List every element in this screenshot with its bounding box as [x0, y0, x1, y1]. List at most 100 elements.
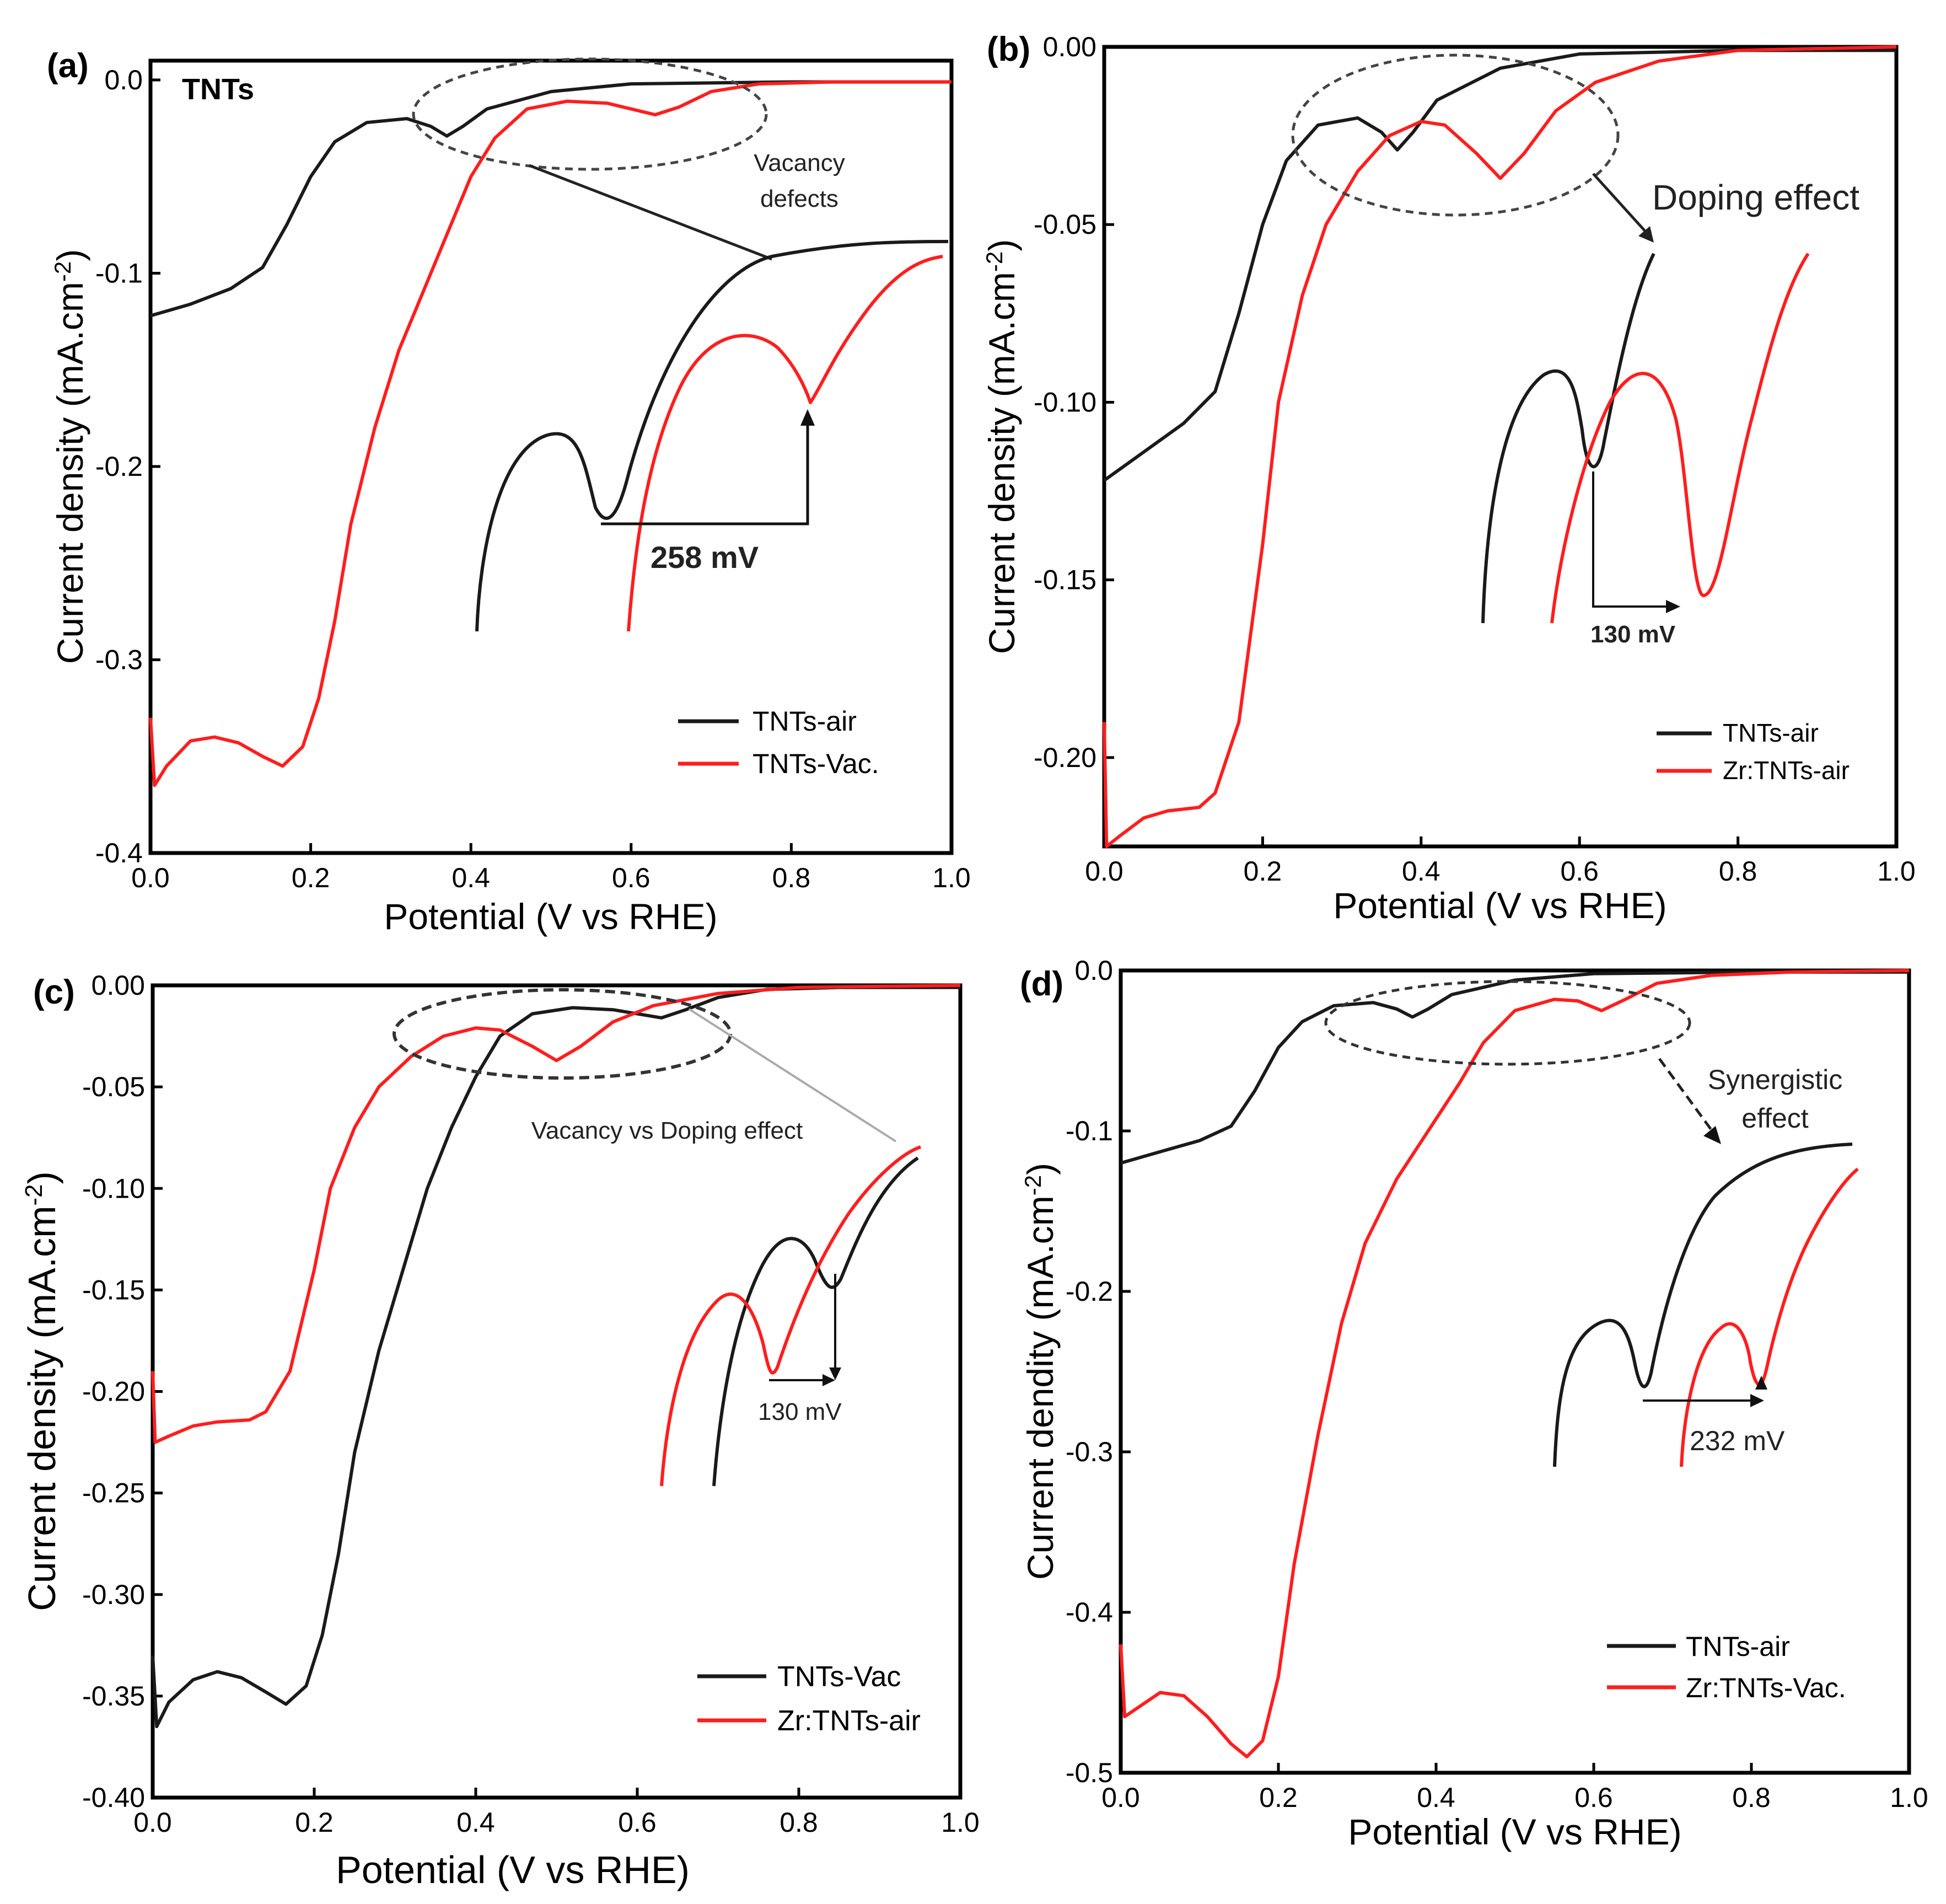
connector-arrowhead — [1703, 1126, 1721, 1144]
connector-line — [529, 164, 772, 261]
inset-curve-black — [712, 1156, 919, 1487]
plot-frame — [1102, 45, 1899, 849]
y-tick-label: -0.3 — [1066, 1436, 1113, 1467]
series-line-1 — [151, 985, 960, 1729]
y-tick-label: -0.40 — [82, 1782, 145, 1813]
annotation-label-line1: Vacancy — [754, 149, 845, 176]
annotation-label-line2: defects — [760, 185, 838, 212]
y-ticks: 0.0 -0.1 -0.2 -0.3 -0.4 -0.5 — [1066, 955, 1131, 1788]
legend-label-series2: Zr:TNTs-air — [777, 1705, 921, 1737]
legend: TNTs-air Zr:TNTs-air — [1657, 718, 1850, 785]
y-axis-title: Current dendity (mA.cm-2) — [1020, 1163, 1061, 1580]
plot-frame — [1119, 968, 1911, 1775]
y-tick-label: 0.0 — [1074, 955, 1113, 986]
connector-line — [688, 1008, 897, 1143]
x-axis-title: Potential (V vs RHE) — [1333, 885, 1667, 926]
shift-bracket — [769, 1274, 836, 1381]
shift-arrowhead-down — [829, 1367, 841, 1380]
y-tick-label: -0.05 — [82, 1071, 145, 1102]
y-tick-label: -0.20 — [82, 1376, 145, 1407]
x-tick-label: 0.2 — [292, 862, 330, 893]
y-axis-title: Current density (mA.cm-2) — [50, 249, 90, 664]
legend-label-series2: Zr:TNTs-air — [1723, 756, 1850, 785]
series-line-2 — [149, 80, 952, 787]
panel-label: (c) — [33, 973, 75, 1011]
shift-label: 130 mV — [758, 1398, 842, 1425]
annotation-ellipse — [1291, 53, 1620, 217]
x-tick-label: 0.6 — [1560, 856, 1599, 887]
legend-label-series1: TNTs-air — [1723, 718, 1819, 747]
panel-label: (a) — [47, 47, 89, 85]
panel-c: 0.0 0.2 0.4 0.6 0.8 1.0 0.00 -0.05 -0.10 -0.15 -0… — [20, 970, 980, 1891]
x-ticks: 0.0 0.2 0.4 0.6 0.8 1.0 — [131, 843, 971, 893]
shift-label: 258 mV — [651, 540, 759, 575]
shift-label: 232 mV — [1690, 1425, 1785, 1456]
annotation-label: Vacancy vs Doping effect — [531, 1117, 803, 1144]
series-layer — [1103, 45, 1897, 848]
y-tick-label: 0.00 — [1043, 31, 1096, 62]
x-tick-label: 1.0 — [932, 862, 971, 893]
y-tick-label: -0.2 — [1066, 1276, 1113, 1307]
annotation-label-line1: Synergistic — [1708, 1064, 1843, 1095]
x-ticks: 0.0 0.2 0.4 0.6 0.8 1.0 — [133, 1788, 980, 1838]
panel-d: 0.0 0.2 0.4 0.6 0.8 1.0 0.0 -0.1 -0.2 -0.3 -0.4 -0… — [1020, 955, 1928, 1852]
shift-bracket — [1643, 1381, 1762, 1402]
y-tick-label: -0.15 — [82, 1274, 145, 1305]
shift-arrowhead — [800, 409, 815, 426]
x-tick-label: 0.8 — [1732, 1782, 1771, 1813]
x-tick-label: 0.8 — [772, 862, 811, 893]
panel-label: (b) — [987, 30, 1030, 68]
series-line-1 — [150, 80, 952, 318]
corner-label: TNTs — [182, 73, 254, 106]
x-tick-label: 0.4 — [1417, 1782, 1455, 1813]
legend-label-series1: TNTs-Vac — [777, 1661, 901, 1693]
panel-label: (d) — [1020, 965, 1063, 1003]
y-tick-label: -0.10 — [1034, 387, 1096, 417]
x-ticks: 0.0 0.2 0.4 0.6 0.8 1.0 — [1085, 836, 1916, 887]
shift-arrowhead-up — [1755, 1376, 1767, 1390]
x-tick-label: 0.6 — [612, 862, 651, 893]
x-tick-label: 0.0 — [131, 862, 170, 893]
y-tick-label: -0.1 — [95, 258, 143, 289]
series-line-2 — [151, 984, 961, 1444]
legend-label-series2: Zr:TNTs-Vac. — [1686, 1672, 1846, 1703]
y-tick-label: -0.30 — [82, 1579, 145, 1610]
x-tick-label: 0.4 — [456, 1807, 495, 1838]
x-tick-label: 1.0 — [1890, 1782, 1928, 1813]
x-tick-label: 0.8 — [1719, 856, 1757, 887]
y-axis-title: Current density (mA.cm-2) — [981, 239, 1022, 655]
series-layer — [1119, 969, 1910, 1758]
inset-curve-red — [1550, 253, 1810, 624]
series-line-1 — [1103, 49, 1896, 482]
shift-arrowhead-right — [823, 1374, 835, 1386]
x-tick-label: 0.6 — [1574, 1782, 1613, 1813]
x-tick-label: 1.0 — [1877, 856, 1916, 887]
x-axis-title: Potential (V vs RHE) — [384, 896, 717, 937]
legend-label-series1: TNTs-air — [752, 706, 857, 737]
connector-line — [1592, 173, 1647, 233]
y-tick-label: -0.35 — [82, 1681, 145, 1712]
legend: TNTs-air Zr:TNTs-Vac. — [1607, 1631, 1846, 1703]
y-axis-title: Current density (mA.cm-2) — [20, 1171, 63, 1611]
inset-curve-red — [627, 255, 943, 632]
y-tick-label: -0.4 — [95, 838, 143, 868]
connector-arrowhead — [1638, 226, 1654, 243]
inset-curve-black — [1553, 1143, 1853, 1467]
inset-curve-black — [475, 240, 949, 632]
x-tick-label: 0.0 — [133, 1807, 172, 1838]
series-line-1 — [1120, 970, 1909, 1165]
x-tick-label: 0.8 — [780, 1807, 818, 1838]
x-axis-title: Potential (V vs RHE) — [1348, 1811, 1681, 1852]
x-tick-label: 0.4 — [451, 862, 490, 893]
inset-curve-black — [1481, 253, 1655, 624]
panel-a: 0.0 0.2 0.4 0.6 0.8 1.0 0.0 -0.1 -0.2 -0.3 -0.4 (… — [47, 47, 971, 937]
shift-bracket — [601, 419, 809, 525]
inset-curve-red — [660, 1145, 921, 1487]
y-tick-label: -0.2 — [95, 451, 143, 482]
inset-curve-red — [1680, 1167, 1859, 1467]
x-tick-label: 0.0 — [1085, 856, 1123, 887]
x-tick-label: 0.2 — [1244, 856, 1282, 887]
legend-label-series2: TNTs-Vac. — [752, 748, 879, 779]
y-ticks: 0.00 -0.05 -0.10 -0.15 -0.20 — [1034, 31, 1114, 773]
x-tick-label: 1.0 — [941, 1807, 980, 1838]
